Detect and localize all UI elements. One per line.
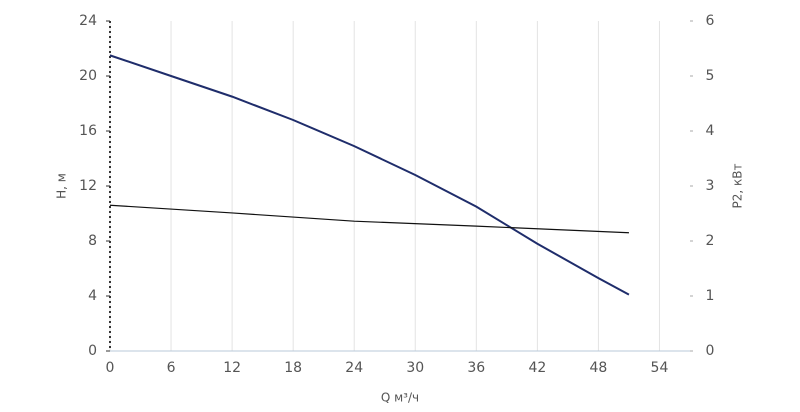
y2-tick-label: 0 (706, 343, 715, 359)
x-tick-label: 12 (223, 360, 241, 376)
x-tick-label: 36 (467, 360, 485, 376)
x-tick-label: 24 (345, 360, 363, 376)
y-tick-label: 20 (79, 68, 97, 84)
x-axis-label: Q м³/ч (381, 391, 419, 405)
x-tick-label: 48 (590, 360, 608, 376)
y-tick-label: 12 (79, 178, 97, 194)
y-tick-label: 16 (79, 123, 97, 139)
x-tick-label: 0 (106, 360, 115, 376)
x-tick-label: 54 (651, 360, 669, 376)
y-tick-label: 0 (88, 343, 97, 359)
y2-tick-label: 4 (706, 123, 715, 139)
x-tick-label: 30 (406, 360, 424, 376)
y-tick-label: 8 (88, 233, 97, 249)
y-axis-label: H, м (55, 173, 69, 199)
y2-tick-label: 6 (706, 13, 715, 29)
x-tick-label: 42 (528, 360, 546, 376)
y2-axis-label: P2, кВт (731, 164, 745, 209)
y2-tick-label: 3 (706, 178, 715, 194)
x-tick-label: 6 (167, 360, 176, 376)
y2-tick-label: 2 (706, 233, 715, 249)
series-line (109, 54, 630, 296)
y-tick-label: 24 (79, 13, 97, 29)
y2-tick-label: 1 (706, 288, 715, 304)
x-tick-label: 18 (284, 360, 302, 376)
y2-tick-label: 5 (706, 68, 715, 84)
series-line (109, 204, 629, 234)
y-tick-label: 4 (88, 288, 97, 304)
